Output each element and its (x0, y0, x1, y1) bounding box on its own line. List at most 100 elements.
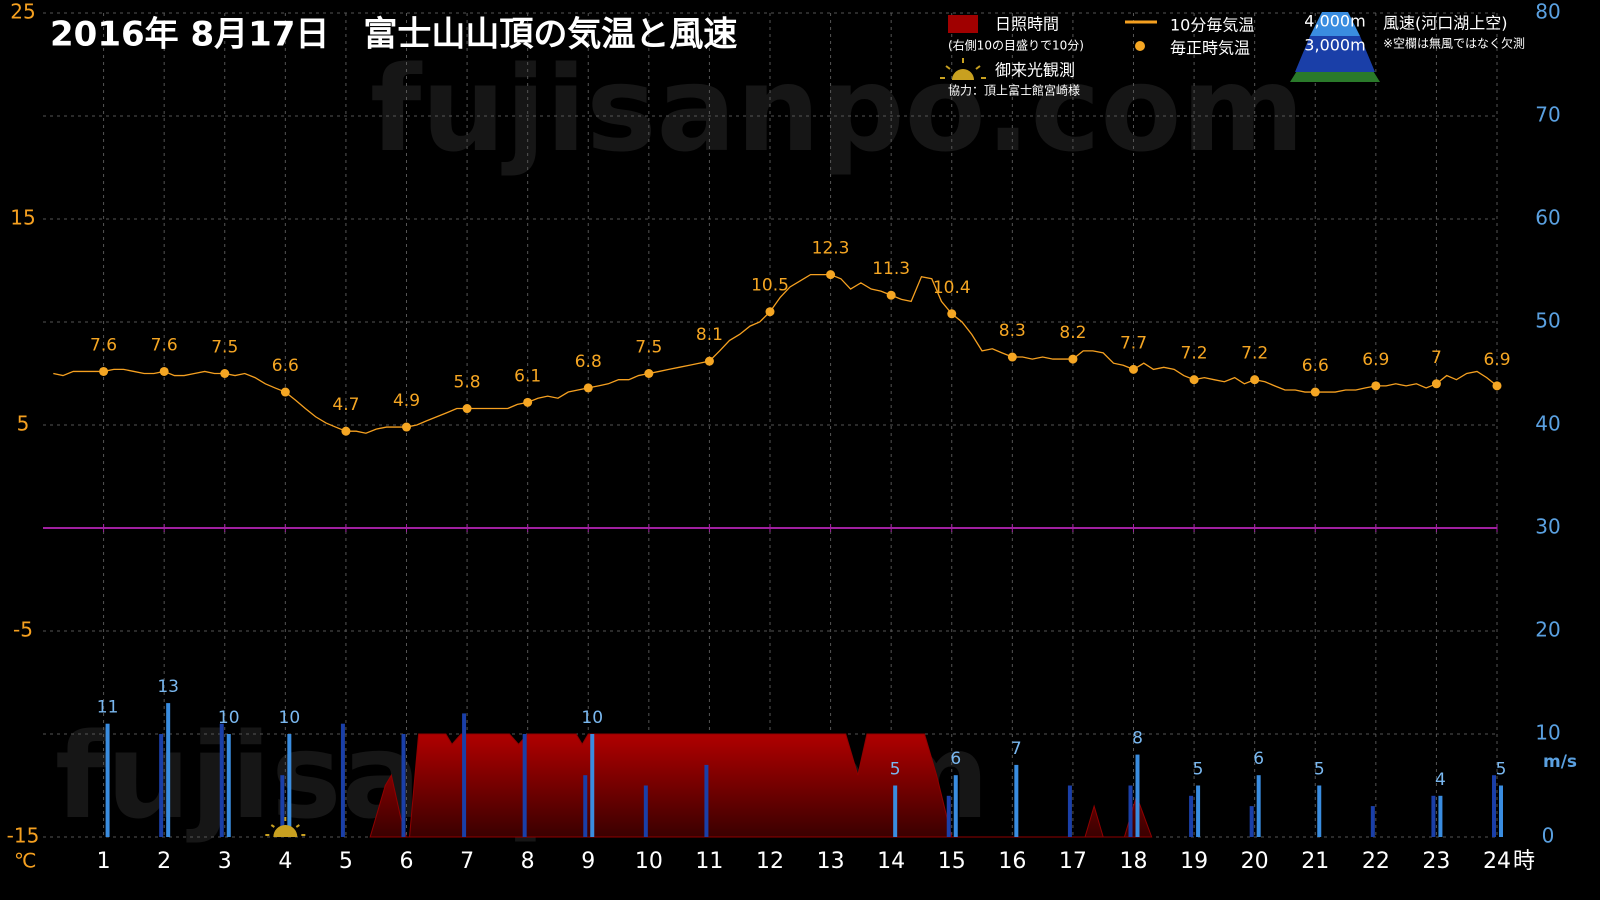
temperature-line (53, 273, 1498, 434)
x-tick-label: 20 (1241, 849, 1269, 874)
y2-tick-label: 70 (1535, 103, 1560, 127)
temperature-dot (1431, 379, 1441, 389)
data-label: 10 (581, 708, 603, 728)
x-tick-label: 2 (157, 849, 171, 874)
x-tick-label: 13 (817, 849, 845, 874)
data-label: 6.6 (272, 356, 299, 376)
y2-tick-label: 50 (1535, 309, 1560, 333)
legend-label: 毎正時気温 (1170, 39, 1250, 58)
temperature-dot (402, 422, 411, 432)
data-label: 6.8 (575, 352, 602, 372)
data-label: 5 (890, 760, 901, 780)
legend-note: (右側10の目盛りで10分) (948, 38, 1084, 53)
legend-label: 御来光観測 (995, 61, 1075, 80)
data-label: 7.7 (1120, 333, 1147, 353)
data-label: 7 (1431, 348, 1442, 368)
y2-tick-label: 60 (1535, 206, 1560, 230)
temperature-dot (523, 397, 533, 407)
x-tick-label: 19 (1180, 849, 1208, 874)
y2-tick-label: 0 (1542, 824, 1555, 848)
y-tick-label: 5 (17, 412, 30, 436)
temperature-dot (1068, 354, 1078, 364)
wind-bar (1067, 785, 1072, 837)
temperature-dot (704, 356, 714, 366)
x-tick-label: 16 (998, 849, 1026, 874)
sunrise-marker (265, 817, 306, 837)
y-tick-label: 25 (10, 0, 35, 24)
data-label: 7.5 (211, 338, 238, 358)
wind-bar (704, 764, 709, 837)
wind-bar (105, 723, 110, 837)
wind-bar (1189, 795, 1194, 837)
sun-shape (273, 825, 298, 837)
data-label: 6.6 (1302, 356, 1329, 376)
x-tick-label: 3 (218, 849, 232, 874)
legend-label: 3,000m (1304, 36, 1365, 55)
data-label: 5 (1496, 760, 1507, 780)
data-label: 12.3 (812, 239, 850, 259)
wind-bar (1196, 785, 1201, 837)
x-tick-label: 18 (1120, 849, 1148, 874)
legend-label: 日照時間 (995, 15, 1059, 34)
x-tick-label: 11 (695, 849, 723, 874)
temperature-dot (220, 369, 230, 378)
data-label: 4.9 (393, 391, 420, 411)
data-label: 8 (1132, 729, 1143, 749)
mountain-icon (1290, 12, 1380, 82)
wind-bar (1492, 775, 1496, 837)
temperature-dot (1492, 381, 1502, 391)
wind-bar (1014, 764, 1019, 837)
wind-bar (946, 795, 951, 837)
credit: 協力：頂上富士館宮崎様 (948, 83, 1080, 98)
x-tick-label: 4 (278, 849, 292, 874)
data-label: 7.5 (635, 338, 662, 358)
temperature-dot (765, 307, 775, 317)
temperature-dot (341, 426, 351, 436)
data-label: 8.1 (696, 325, 723, 345)
wind-bar (166, 703, 171, 837)
wind-bar (893, 785, 898, 837)
x-tick-label: 6 (400, 849, 414, 874)
data-label: 6 (950, 749, 961, 769)
wind-bar (643, 785, 648, 837)
data-label: 13 (157, 677, 179, 697)
x-tick-label: 14 (877, 849, 905, 874)
temperature-dot (1007, 352, 1017, 362)
data-label: 6.9 (1483, 350, 1510, 370)
x-tick-label: 22 (1362, 849, 1390, 874)
wind-bar (1431, 795, 1436, 837)
y2-tick-label: 80 (1535, 0, 1560, 24)
x-tick-label: 24 (1483, 849, 1511, 874)
sun-ray (295, 824, 300, 828)
wind-bar (401, 734, 406, 837)
wind-bar (522, 734, 527, 837)
x-tick-label: 23 (1422, 849, 1450, 874)
data-label: 6.9 (1362, 350, 1389, 370)
temperature-dot (1129, 364, 1138, 374)
data-label: 7.6 (90, 335, 117, 355)
temperature-dot (583, 383, 593, 393)
wind-bar (280, 775, 285, 837)
temperature-dot (1310, 387, 1320, 397)
chart-title: 2016年 8月17日 富士山山頂の気温と風速 (50, 15, 737, 55)
data-label: 8.2 (1059, 323, 1086, 343)
y2-unit: m/s (1543, 752, 1577, 772)
wind-bar (226, 734, 231, 837)
watermark: fujisanpo.com (370, 40, 1304, 178)
wind-bar (590, 734, 595, 837)
wind-bar (1256, 775, 1261, 837)
legend-label: 4,000m (1304, 12, 1365, 31)
y2-tick-label: 20 (1535, 618, 1560, 642)
x-tick-label: 1 (97, 849, 111, 874)
wind-bar (1135, 754, 1140, 837)
x-tick-label: 15 (938, 849, 966, 874)
temperature-dot (1189, 375, 1199, 385)
data-label: 6 (1253, 749, 1264, 769)
x-tick-label: 7 (460, 849, 474, 874)
data-label: 7.2 (1241, 344, 1268, 364)
x-tick-label: 10 (635, 849, 663, 874)
x-tick-label: 8 (521, 849, 535, 874)
